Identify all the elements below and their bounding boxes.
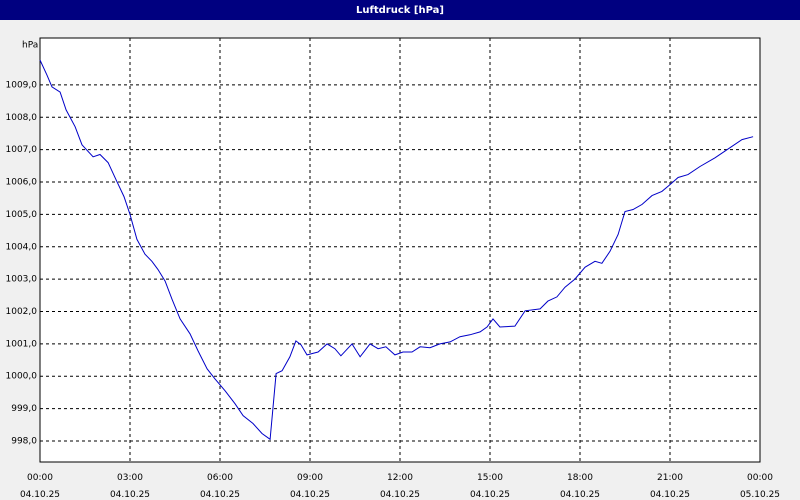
chart-title: Luftdruck [hPa] [356,5,444,16]
x-tick-label: 09:00 04.10.25 [290,473,330,500]
y-tick-label: 1003,0 [6,275,38,285]
y-tick-label: 998,0 [11,436,37,446]
y-tick-label: 1007,0 [6,145,38,155]
y-tick-label: 1009,0 [6,80,38,90]
y-tick-label: 999,0 [11,404,37,414]
y-tick-label: 1000,0 [6,372,38,382]
x-tick-label: 00:00 05.10.25 [740,473,780,500]
x-tick-label: 00:00 04.10.25 [20,473,60,500]
y-tick-label: 1002,0 [6,307,38,317]
x-tick-label: 12:00 04.10.25 [380,473,420,500]
x-tick-label: 18:00 04.10.25 [560,473,600,500]
y-tick-label: 1004,0 [6,242,38,252]
y-tick-label: 1001,0 [6,339,38,349]
x-tick-label: 21:00 04.10.25 [650,473,690,500]
y-tick-label: 1006,0 [6,178,38,188]
y-axis-label: hPa [22,41,38,51]
x-tick-label: 15:00 04.10.25 [470,473,510,500]
title-bar [0,0,800,20]
plot-border [39,37,761,463]
y-tick-label: 1005,0 [6,210,38,220]
data-line [39,59,754,441]
y-tick-label: 1008,0 [6,113,38,123]
x-tick-label: 03:00 04.10.25 [110,473,150,500]
x-tick-label: 06:00 04.10.25 [200,473,240,500]
